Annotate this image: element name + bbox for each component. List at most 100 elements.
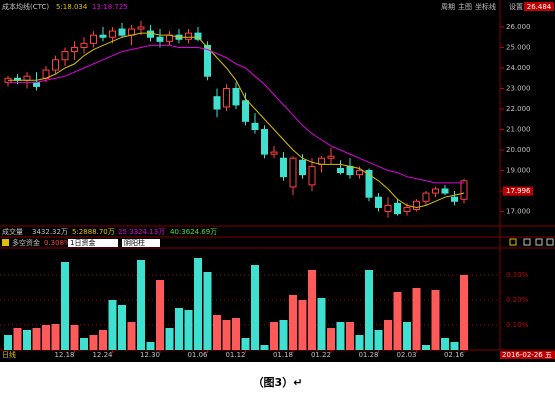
candle-body (460, 180, 468, 200)
candle-body (185, 32, 192, 40)
candle-body (441, 188, 449, 194)
candle-body (99, 34, 107, 38)
panel-button[interactable] (509, 238, 517, 246)
ma-legend: 13:18.725 (92, 3, 128, 11)
y-tick-label: 22.000 (506, 105, 531, 113)
panel-button[interactable] (523, 238, 531, 246)
last-price-label: 17.996 (506, 187, 531, 195)
bar (137, 260, 145, 350)
y-tick-label: 0.10% (506, 321, 529, 329)
bar (346, 322, 354, 350)
bar (327, 328, 335, 350)
y-tick-label: 25.000 (506, 43, 531, 51)
bar (23, 330, 31, 350)
bar (175, 308, 183, 350)
bar (156, 280, 164, 350)
bar (146, 342, 155, 350)
dropdown[interactable] (122, 239, 160, 247)
candle-body (137, 26, 145, 30)
panel-button[interactable] (535, 238, 543, 246)
x-tick-label: 12.24 (92, 351, 113, 359)
dropdown-text: 阴阳柱 (124, 238, 145, 247)
y-tick-label: 19.000 (506, 167, 531, 175)
bar (317, 298, 326, 350)
y-tick-label: 21.000 (506, 126, 531, 134)
candle-body (394, 202, 401, 215)
ma-legend: 5:18.034 (56, 3, 88, 11)
help-icon[interactable] (2, 239, 9, 246)
x-tick-label: 01.22 (311, 351, 331, 359)
candle-body (346, 165, 354, 176)
volume-ma: 5:2888.70万 (72, 228, 115, 236)
bar (127, 322, 136, 350)
bar (203, 272, 212, 350)
bar (80, 338, 88, 350)
bar (298, 300, 307, 350)
menu-item[interactable]: 主图 (458, 2, 472, 11)
bar (51, 324, 60, 350)
bar (412, 288, 421, 350)
candle-body (194, 32, 202, 40)
bar (61, 262, 69, 350)
bar (260, 345, 269, 350)
menu-item[interactable]: 设置 (509, 2, 523, 11)
bar (460, 275, 468, 350)
candle-body (356, 170, 363, 176)
bar (403, 322, 411, 350)
moving-average (8, 44, 464, 184)
bar (42, 325, 50, 350)
bar (4, 335, 12, 350)
bar (279, 320, 288, 350)
bar (422, 345, 430, 350)
y-tick-label: 17.000 (506, 208, 531, 216)
menu-item[interactable]: 坐标线 (475, 2, 496, 11)
candle-body (52, 59, 59, 71)
bar (32, 328, 41, 350)
x-tick-label: 12.30 (140, 351, 160, 359)
candle-body (61, 51, 69, 61)
bar (13, 328, 22, 350)
candle-body (327, 155, 335, 159)
candle-body (289, 157, 297, 188)
bar (213, 315, 221, 350)
bar (70, 325, 79, 350)
bar (251, 265, 259, 350)
panel-button[interactable] (546, 238, 554, 246)
candle-body (204, 44, 211, 77)
candle-body (403, 206, 411, 213)
last-price-box (503, 186, 533, 196)
bar (431, 290, 440, 350)
bar (308, 270, 316, 350)
candle-body (90, 34, 97, 44)
candle-body (375, 196, 382, 208)
candle-body (242, 100, 249, 122)
candle-body (413, 200, 420, 210)
candle-body (280, 157, 287, 178)
y-tick-label: 0.20% (506, 296, 529, 304)
background (0, 0, 555, 362)
candle-body (270, 151, 278, 155)
bar (374, 330, 383, 350)
x-tick-label: 01.18 (273, 351, 293, 359)
candle-body (261, 129, 268, 155)
bar (241, 338, 250, 350)
y-tick-label: 24.000 (506, 64, 531, 72)
candle-body (299, 159, 306, 176)
candle-body (147, 30, 154, 38)
candle-body (33, 81, 40, 87)
menu-item[interactable]: 周期 (441, 3, 455, 11)
axis-top-box (524, 2, 554, 11)
bar (232, 318, 240, 350)
dropdown[interactable] (68, 239, 118, 247)
candle-body (232, 87, 240, 106)
x-tick-label: 01.12 (225, 351, 245, 359)
bar (365, 270, 373, 350)
y-tick-label: 26.000 (506, 23, 531, 31)
caption: （图3）↵ (252, 376, 303, 389)
bar (289, 295, 297, 350)
y-tick-label: 0.30% (506, 271, 529, 279)
bar (336, 322, 345, 350)
bar (355, 335, 364, 350)
candle-body (422, 192, 430, 202)
y-tick-label: 23.000 (506, 84, 531, 92)
